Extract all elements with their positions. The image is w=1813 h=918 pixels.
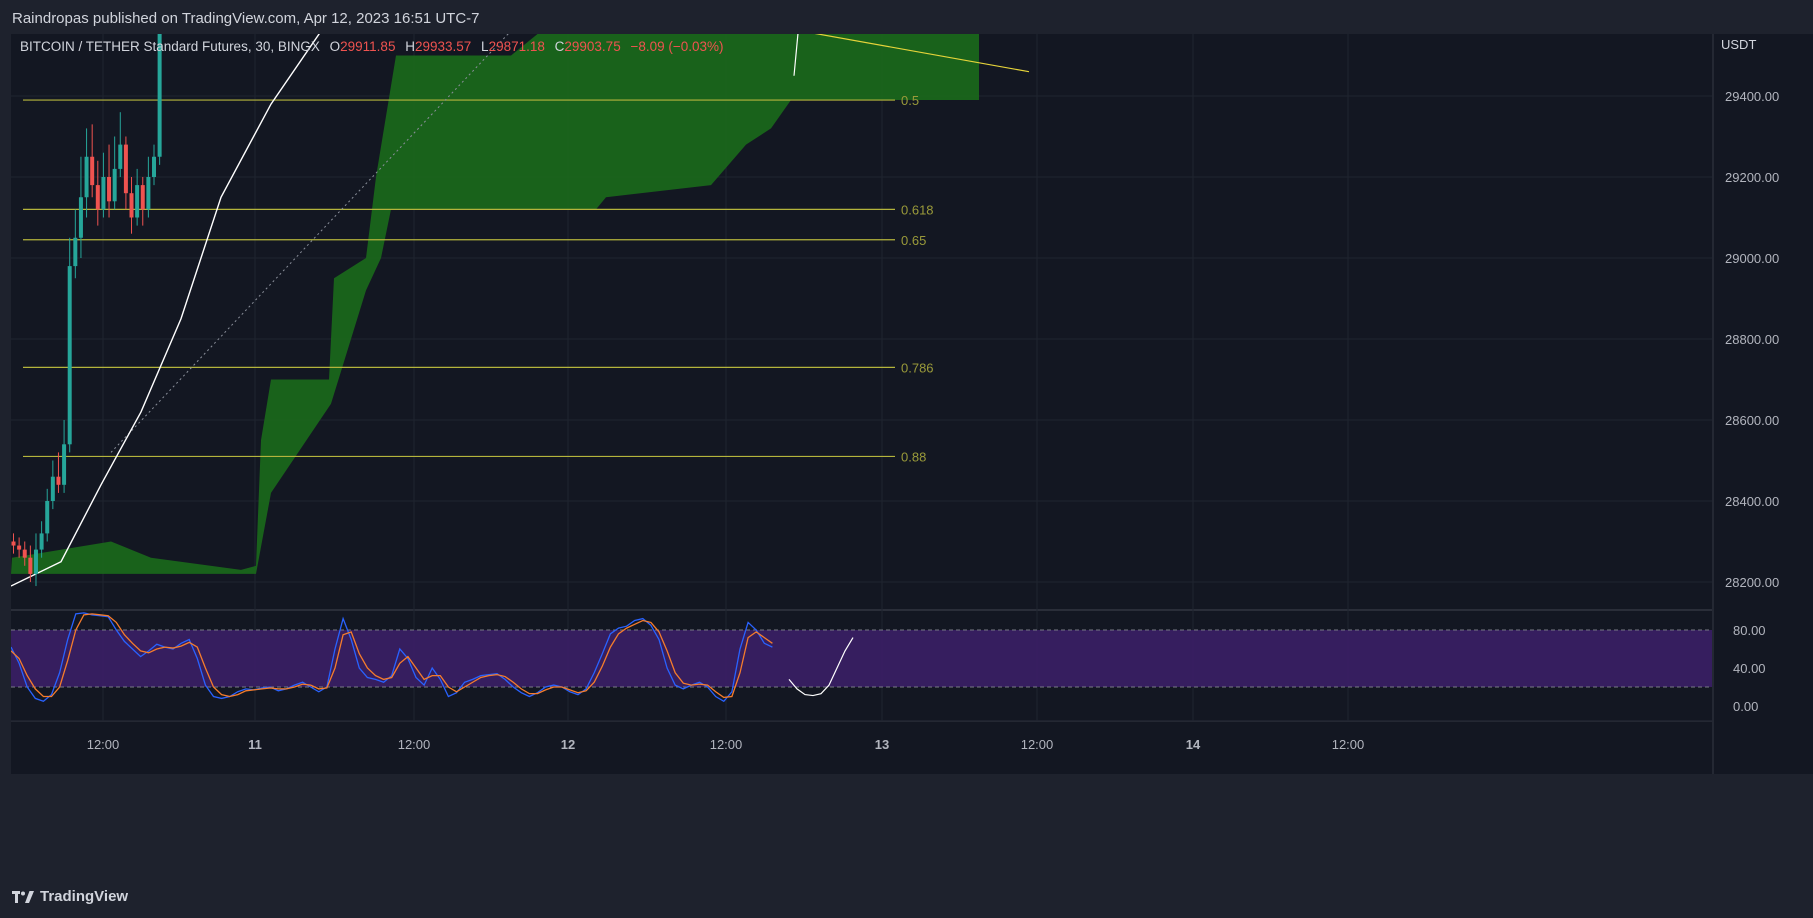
- stochastic-d-line: [10, 613, 773, 699]
- low-label: L: [481, 39, 489, 54]
- stochastic-tick-label: 40.00: [1733, 661, 1766, 676]
- ohlc-legend: BITCOIN / TETHER Standard Futures, 30, B…: [20, 39, 724, 54]
- close-value: 29903.75: [564, 39, 620, 54]
- candle-body: [107, 177, 112, 202]
- candle-body: [56, 476, 61, 485]
- price-tick-label: 29000.00: [1725, 251, 1779, 266]
- time-axis-labels[interactable]: 12:00 11 12:00 12 12:00 13 12:00 14 12:00: [87, 737, 1365, 752]
- close-label: C: [555, 39, 565, 54]
- price-tick-label: 29200.00: [1725, 170, 1779, 185]
- time-tick-label: 11: [248, 737, 262, 752]
- stochastic-tick-label: 80.00: [1733, 623, 1766, 638]
- svg-text:BITCOIN / TETHER Standard Futu: BITCOIN / TETHER Standard Futures, 30, B…: [20, 39, 724, 54]
- symbol-title[interactable]: BITCOIN / TETHER Standard Futures, 30, B…: [20, 39, 320, 54]
- low-value: 29871.18: [489, 39, 545, 54]
- trend-lines[interactable]: [11, 0, 1712, 453]
- candle-body: [112, 168, 117, 202]
- candle-body: [129, 193, 134, 218]
- candle-body: [146, 177, 151, 210]
- price-tick-label: 28400.00: [1725, 494, 1779, 509]
- candle-body: [67, 266, 72, 445]
- candle-body: [11, 541, 16, 546]
- bottom-bar: [0, 874, 1813, 918]
- time-tick-label: 13: [875, 737, 889, 752]
- candle-body: [95, 185, 100, 210]
- tradingview-logo-icon: [12, 890, 34, 903]
- fib-level-label: 0.65: [901, 233, 926, 248]
- time-tick-label: 12:00: [1021, 737, 1054, 752]
- candle-body: [39, 533, 44, 550]
- candle-body: [22, 549, 27, 558]
- candle-body: [90, 156, 95, 186]
- candle-body: [73, 237, 78, 267]
- time-tick-label: 12:00: [87, 737, 120, 752]
- change-value: −8.09 (−0.03%): [630, 39, 723, 54]
- candle-body: [135, 185, 140, 218]
- price-tick-label: 28800.00: [1725, 332, 1779, 347]
- candle-body: [50, 476, 55, 501]
- high-value: 29933.57: [415, 39, 471, 54]
- candle-body: [157, 15, 162, 157]
- price-tick-label: 29400.00: [1725, 89, 1779, 104]
- candle-body: [62, 444, 67, 485]
- tradingview-logo[interactable]: TradingView: [12, 888, 128, 905]
- candle-body: [101, 177, 106, 210]
- fib-level-label: 0.786: [901, 360, 934, 375]
- tradingview-brand: TradingView: [40, 888, 129, 905]
- stochastic-projection-drawing: [788, 637, 854, 697]
- main-pane-bg: [11, 34, 1712, 609]
- publisher-line: Raindropas published on TradingView.com,…: [12, 10, 480, 27]
- candle-body: [28, 557, 33, 574]
- lower-trend-line[interactable]: [213, 0, 1030, 73]
- currency-label: USDT: [1721, 37, 1756, 52]
- fib-level-label: 0.5: [901, 93, 919, 108]
- open-value: 29911.85: [340, 39, 395, 54]
- time-tick-label: 12:00: [710, 737, 743, 752]
- time-tick-label: 12:00: [398, 737, 431, 752]
- time-axis-bg: [11, 722, 1712, 774]
- price-tick-label: 28600.00: [1725, 413, 1779, 428]
- high-label: H: [405, 39, 415, 54]
- candle-body: [33, 549, 38, 574]
- stochastic-tick-label: 0.00: [1733, 699, 1758, 714]
- ema-line: [10, 0, 350, 587]
- time-tick-label: 12: [561, 737, 575, 752]
- time-tick-label: 12:00: [1332, 737, 1365, 752]
- time-tick-label: 14: [1186, 737, 1201, 752]
- candle-body: [123, 144, 128, 194]
- moving-average: [10, 0, 350, 587]
- candle-body: [45, 501, 50, 534]
- candle-body: [84, 156, 89, 198]
- cloud-area: [11, 0, 979, 574]
- candle-body: [78, 197, 83, 238]
- candle-body: [17, 545, 22, 550]
- top-bar: Raindropas published on TradingView.com,…: [0, 0, 1813, 34]
- stochastic-band: [11, 630, 1712, 687]
- candle-body: [152, 156, 156, 177]
- stochastic-oscillator: [10, 612, 1712, 703]
- fib-level-label: 0.88: [901, 449, 926, 464]
- candle-body: [118, 144, 123, 169]
- ichimoku-cloud: [11, 0, 979, 574]
- candle-body: [140, 185, 145, 210]
- price-axis-bg: [1714, 34, 1813, 774]
- price-tick-label: 28200.00: [1725, 575, 1779, 590]
- open-label: O: [330, 39, 341, 54]
- fib-level-label: 0.618: [901, 202, 934, 217]
